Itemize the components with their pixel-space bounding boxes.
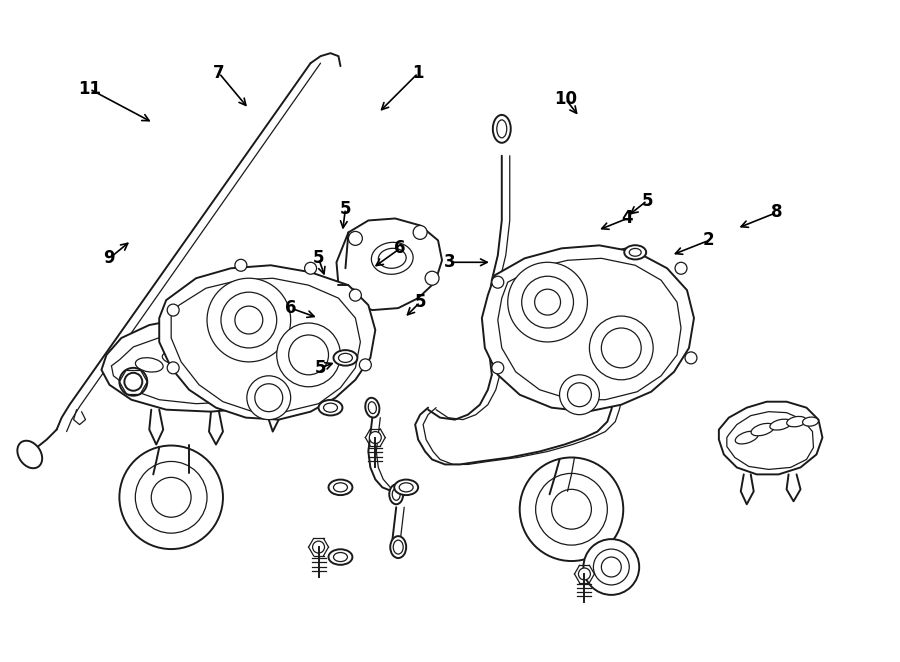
Ellipse shape <box>217 346 241 358</box>
Circle shape <box>235 260 247 271</box>
Text: 2: 2 <box>703 232 715 250</box>
Circle shape <box>568 383 591 406</box>
Circle shape <box>552 489 591 529</box>
Circle shape <box>349 289 362 301</box>
Circle shape <box>207 278 291 362</box>
Circle shape <box>491 362 504 374</box>
Circle shape <box>151 477 191 517</box>
Text: 6: 6 <box>394 240 406 258</box>
Text: 5: 5 <box>642 191 652 210</box>
Circle shape <box>590 316 653 380</box>
Circle shape <box>344 288 357 302</box>
Ellipse shape <box>135 357 163 372</box>
Circle shape <box>685 352 697 364</box>
Ellipse shape <box>17 441 42 468</box>
Polygon shape <box>482 246 694 412</box>
Polygon shape <box>159 265 375 420</box>
Circle shape <box>304 262 317 274</box>
Text: 6: 6 <box>285 299 296 317</box>
Circle shape <box>425 271 439 285</box>
Ellipse shape <box>392 489 400 500</box>
Circle shape <box>221 292 276 348</box>
Circle shape <box>519 457 624 561</box>
Circle shape <box>167 362 179 374</box>
Ellipse shape <box>620 252 634 261</box>
Text: 8: 8 <box>771 203 782 222</box>
Ellipse shape <box>625 245 646 260</box>
Circle shape <box>508 262 588 342</box>
Circle shape <box>593 549 629 585</box>
Ellipse shape <box>787 416 806 427</box>
Circle shape <box>167 304 179 316</box>
Ellipse shape <box>400 483 413 492</box>
Circle shape <box>583 539 639 595</box>
Ellipse shape <box>334 553 347 561</box>
Text: 5: 5 <box>313 250 324 267</box>
Text: 9: 9 <box>104 250 115 267</box>
Ellipse shape <box>770 419 791 430</box>
Circle shape <box>255 384 283 412</box>
Circle shape <box>579 568 590 580</box>
Text: 5: 5 <box>339 199 351 218</box>
Circle shape <box>413 226 428 240</box>
Text: 5: 5 <box>315 359 327 377</box>
Ellipse shape <box>368 402 376 414</box>
Ellipse shape <box>365 398 380 418</box>
Circle shape <box>289 335 328 375</box>
Circle shape <box>536 473 608 545</box>
Text: 11: 11 <box>78 80 101 98</box>
Text: 4: 4 <box>621 209 633 228</box>
Ellipse shape <box>497 120 507 138</box>
Ellipse shape <box>629 248 641 256</box>
Ellipse shape <box>803 417 818 426</box>
Circle shape <box>560 375 599 414</box>
Circle shape <box>348 232 363 246</box>
Ellipse shape <box>328 549 353 565</box>
Ellipse shape <box>243 347 265 359</box>
Ellipse shape <box>338 354 353 362</box>
Ellipse shape <box>328 479 353 495</box>
Ellipse shape <box>752 424 774 436</box>
Circle shape <box>135 461 207 533</box>
Circle shape <box>359 359 372 371</box>
Ellipse shape <box>616 248 639 264</box>
Text: 3: 3 <box>445 254 455 271</box>
Ellipse shape <box>334 483 347 492</box>
Circle shape <box>312 541 325 553</box>
Ellipse shape <box>393 540 403 554</box>
Circle shape <box>247 376 291 420</box>
Ellipse shape <box>270 352 288 363</box>
Ellipse shape <box>190 348 216 360</box>
Ellipse shape <box>391 536 406 558</box>
Polygon shape <box>102 318 312 412</box>
Ellipse shape <box>735 431 758 444</box>
Circle shape <box>601 557 621 577</box>
Ellipse shape <box>334 350 357 365</box>
Polygon shape <box>337 218 442 310</box>
Text: 10: 10 <box>554 90 577 108</box>
Circle shape <box>120 446 223 549</box>
Circle shape <box>369 432 382 444</box>
Circle shape <box>276 323 340 387</box>
Text: 5: 5 <box>414 293 426 311</box>
Polygon shape <box>719 402 823 475</box>
Circle shape <box>601 328 641 368</box>
Circle shape <box>535 289 561 315</box>
Text: 7: 7 <box>213 64 225 82</box>
Ellipse shape <box>378 248 406 268</box>
Ellipse shape <box>493 115 510 143</box>
Circle shape <box>120 368 148 396</box>
Ellipse shape <box>390 485 403 504</box>
Ellipse shape <box>372 242 413 274</box>
Text: 1: 1 <box>412 64 424 82</box>
Ellipse shape <box>394 479 418 495</box>
Circle shape <box>124 373 142 391</box>
Ellipse shape <box>323 403 338 412</box>
Circle shape <box>491 276 504 288</box>
Circle shape <box>522 276 573 328</box>
Circle shape <box>675 262 687 274</box>
Circle shape <box>235 306 263 334</box>
Ellipse shape <box>319 400 343 416</box>
Ellipse shape <box>162 352 190 365</box>
